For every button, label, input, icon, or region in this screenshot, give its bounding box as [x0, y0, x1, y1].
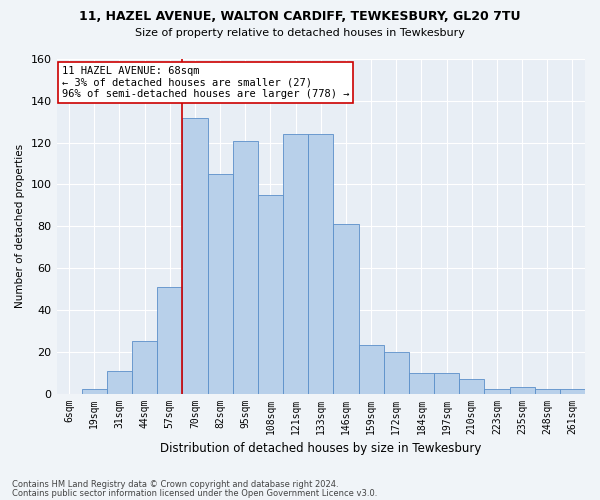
Text: Contains HM Land Registry data © Crown copyright and database right 2024.: Contains HM Land Registry data © Crown c…	[12, 480, 338, 489]
Text: 11, HAZEL AVENUE, WALTON CARDIFF, TEWKESBURY, GL20 7TU: 11, HAZEL AVENUE, WALTON CARDIFF, TEWKES…	[79, 10, 521, 23]
Bar	[182, 118, 208, 394]
Bar	[459, 379, 484, 394]
Bar	[157, 287, 182, 394]
Bar	[484, 390, 509, 394]
Bar	[560, 390, 585, 394]
Bar	[283, 134, 308, 394]
Bar	[334, 224, 359, 394]
Bar	[208, 174, 233, 394]
Bar	[509, 388, 535, 394]
X-axis label: Distribution of detached houses by size in Tewkesbury: Distribution of detached houses by size …	[160, 442, 481, 455]
Text: Contains public sector information licensed under the Open Government Licence v3: Contains public sector information licen…	[12, 488, 377, 498]
Bar	[383, 352, 409, 394]
Bar	[107, 370, 132, 394]
Bar	[409, 372, 434, 394]
Bar	[535, 390, 560, 394]
Bar	[233, 140, 258, 394]
Bar	[308, 134, 334, 394]
Text: 11 HAZEL AVENUE: 68sqm
← 3% of detached houses are smaller (27)
96% of semi-deta: 11 HAZEL AVENUE: 68sqm ← 3% of detached …	[62, 66, 349, 99]
Bar	[132, 342, 157, 394]
Text: Size of property relative to detached houses in Tewkesbury: Size of property relative to detached ho…	[135, 28, 465, 38]
Bar	[359, 346, 383, 394]
Bar	[434, 372, 459, 394]
Bar	[82, 390, 107, 394]
Y-axis label: Number of detached properties: Number of detached properties	[15, 144, 25, 308]
Bar	[258, 195, 283, 394]
